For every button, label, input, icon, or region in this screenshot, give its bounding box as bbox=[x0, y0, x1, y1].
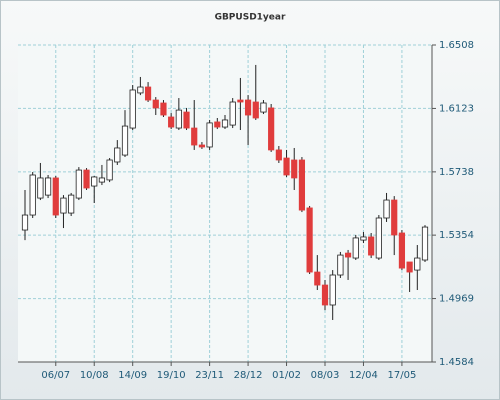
x-tick-label: 19/10 bbox=[157, 370, 186, 381]
candle-body bbox=[406, 261, 413, 273]
candle-body bbox=[152, 99, 159, 109]
candle-body bbox=[68, 194, 75, 214]
candle-body bbox=[383, 199, 390, 219]
candle-body bbox=[237, 99, 244, 103]
candle-body bbox=[191, 127, 198, 146]
y-tick-label: 1.5738 bbox=[439, 167, 474, 178]
candle-body bbox=[29, 174, 36, 216]
candle-body bbox=[375, 217, 382, 259]
candle-body bbox=[329, 274, 336, 306]
candle-body bbox=[414, 257, 421, 271]
x-tick-label: 17/05 bbox=[388, 370, 417, 381]
candle-body bbox=[306, 207, 313, 273]
candle-body bbox=[298, 159, 306, 211]
y-tick-label: 1.4969 bbox=[439, 294, 474, 305]
candle-body bbox=[114, 147, 121, 163]
candle-body bbox=[268, 107, 275, 151]
candle-body bbox=[83, 169, 90, 189]
candle-body bbox=[344, 252, 352, 258]
x-tick-label: 12/04 bbox=[349, 370, 378, 381]
candle-body bbox=[214, 121, 221, 128]
candle-body bbox=[160, 102, 167, 116]
candle-body bbox=[144, 86, 152, 101]
candle-body bbox=[21, 214, 29, 231]
plot-area bbox=[18, 45, 432, 362]
candle-body bbox=[206, 122, 213, 148]
candle-body bbox=[129, 89, 136, 129]
candle-body bbox=[337, 254, 344, 276]
candle-body bbox=[198, 144, 206, 148]
candle-body bbox=[398, 232, 406, 269]
candle-body bbox=[360, 236, 367, 241]
x-tick-label: 06/07 bbox=[41, 370, 70, 381]
candle-body bbox=[391, 199, 398, 236]
candle-body bbox=[91, 176, 98, 187]
candle-body bbox=[175, 109, 182, 129]
candle-body bbox=[275, 149, 282, 161]
candle-body bbox=[229, 101, 236, 126]
y-tick-label: 1.5354 bbox=[439, 230, 474, 241]
candle-body bbox=[37, 177, 44, 199]
candle-body bbox=[244, 99, 252, 116]
candle-body bbox=[314, 271, 321, 286]
candle-body bbox=[137, 86, 144, 94]
candle-body bbox=[291, 159, 298, 179]
y-tick-label: 1.6123 bbox=[439, 103, 474, 114]
candle-body bbox=[252, 101, 259, 119]
candle-body bbox=[321, 284, 329, 306]
candle-body bbox=[260, 102, 267, 113]
candle-body bbox=[168, 116, 175, 128]
candle-body bbox=[352, 237, 359, 259]
candle-body bbox=[121, 125, 129, 156]
candle-body bbox=[75, 169, 82, 199]
candle-body bbox=[421, 226, 429, 261]
candle-body bbox=[283, 157, 290, 176]
candle-body bbox=[60, 197, 67, 214]
candle-body bbox=[98, 177, 106, 183]
x-tick-label: 10/08 bbox=[80, 370, 109, 381]
candle-body bbox=[106, 159, 113, 181]
x-tick-label: 01/02 bbox=[272, 370, 301, 381]
candle-body bbox=[44, 177, 52, 196]
y-tick-label: 1.6508 bbox=[439, 40, 474, 51]
candle-body bbox=[368, 236, 375, 256]
x-tick-label: 28/12 bbox=[234, 370, 263, 381]
candle-body bbox=[221, 119, 229, 128]
candle-body bbox=[183, 111, 190, 129]
x-tick-label: 14/09 bbox=[118, 370, 147, 381]
y-tick-label: 1.4584 bbox=[439, 357, 474, 368]
chart-title: GBPUSD1year bbox=[215, 13, 286, 23]
x-tick-label: 23/11 bbox=[195, 370, 224, 381]
candle-body bbox=[52, 177, 59, 216]
x-tick-label: 08/03 bbox=[311, 370, 340, 381]
